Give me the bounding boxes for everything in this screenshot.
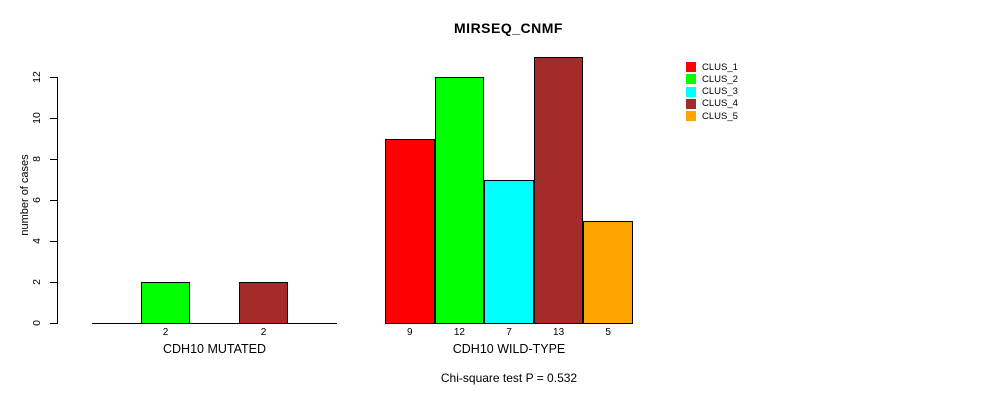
- bar-clus_2: [141, 282, 190, 324]
- legend-swatch: [686, 98, 696, 109]
- legend-item: CLUS_4: [686, 98, 738, 110]
- y-tick-mark: [50, 118, 57, 119]
- chart-title: MIRSEQ_CNMF: [454, 20, 563, 36]
- y-tick-mark: [50, 323, 57, 324]
- bar-clus_5: [583, 220, 633, 324]
- y-axis-line: [57, 77, 58, 324]
- bar-value-label: 13: [553, 327, 565, 338]
- y-tick-mark: [50, 159, 57, 160]
- bar-value-label: 12: [453, 327, 465, 338]
- legend-label: CLUS_2: [702, 73, 738, 85]
- bar-clus_4: [533, 56, 584, 324]
- bar-value-label: 2: [162, 327, 169, 338]
- bar-clus_2: [434, 77, 485, 324]
- group-label-wildtype: CDH10 WILD-TYPE: [452, 342, 566, 356]
- bar-value-label: 5: [605, 327, 611, 338]
- y-tick-label: 8: [31, 156, 43, 162]
- bar-value-label: 7: [506, 327, 512, 338]
- group-label-mutated: CDH10 MUTATED: [162, 342, 266, 356]
- legend-label: CLUS_4: [702, 98, 738, 110]
- y-tick-label: 12: [31, 71, 43, 83]
- legend-label: CLUS_1: [702, 61, 738, 73]
- bar-value-label: 2: [260, 327, 267, 338]
- legend-swatch: [686, 62, 696, 72]
- legend: CLUS_1 CLUS_2 CLUS_3 CLUS_4 CLUS_5: [686, 62, 738, 123]
- chi-square-note: Chi-square test P = 0.532: [440, 371, 578, 385]
- legend-item: CLUS_5: [686, 110, 738, 122]
- legend-item: CLUS_3: [686, 86, 738, 98]
- y-axis-title: number of cases: [19, 154, 31, 236]
- y-tick-label: 0: [31, 320, 43, 326]
- legend-label: CLUS_3: [702, 86, 738, 98]
- y-tick-mark: [50, 282, 57, 283]
- y-tick-label: 6: [31, 197, 43, 203]
- legend-swatch: [686, 111, 696, 122]
- y-tick-mark: [50, 77, 57, 78]
- legend-label: CLUS_5: [702, 110, 738, 122]
- bar-value-label: 9: [407, 327, 413, 338]
- y-tick-label: 4: [31, 238, 43, 244]
- bar-clus_1: [385, 138, 435, 324]
- legend-swatch: [686, 74, 696, 85]
- y-tick-mark: [50, 241, 57, 242]
- y-tick-label: 10: [31, 112, 43, 124]
- legend-item: CLUS_1: [686, 61, 738, 73]
- legend-swatch: [686, 86, 696, 97]
- bar-clus_4: [239, 282, 288, 324]
- y-tick-label: 2: [31, 279, 43, 285]
- group-baseline: [92, 323, 337, 324]
- bar-clus_3: [484, 179, 534, 324]
- y-tick-mark: [50, 200, 57, 201]
- legend-item: CLUS_2: [686, 73, 738, 85]
